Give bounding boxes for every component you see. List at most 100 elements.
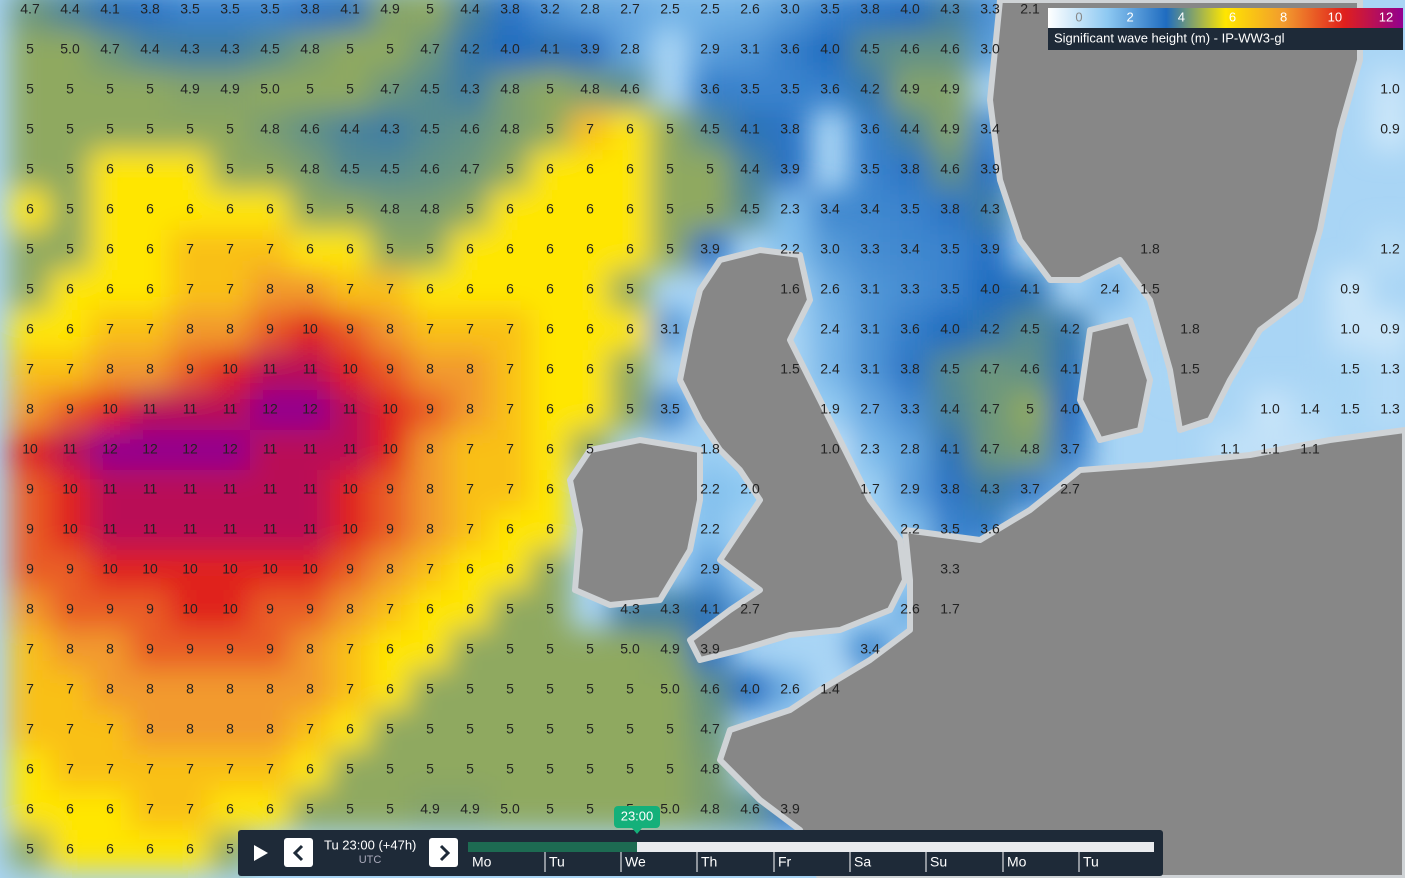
wave-label: 5 <box>466 201 474 217</box>
wave-cell <box>250 790 290 830</box>
wave-label: 2.6 <box>900 601 920 617</box>
wave-label: 8 <box>386 321 394 337</box>
wave-label: 1.3 <box>1380 401 1400 417</box>
wave-label: 6 <box>426 601 434 617</box>
wave-cell <box>10 470 50 510</box>
wave-label: 4.0 <box>820 41 840 57</box>
wave-label: 1.5 <box>1340 401 1360 417</box>
wave-cell <box>250 750 290 790</box>
play-button[interactable] <box>254 845 268 861</box>
timeline-track[interactable] <box>468 842 1154 852</box>
wave-cell <box>530 670 570 710</box>
wave-label: 5 <box>546 641 554 657</box>
wave-label: 7 <box>226 241 234 257</box>
wave-label: 3.7 <box>1020 481 1040 497</box>
wave-label: 3.5 <box>940 241 960 257</box>
wave-cell <box>610 670 650 710</box>
legend-tick: 10 <box>1328 9 1342 24</box>
wave-cell <box>170 150 210 190</box>
wave-label: 4.6 <box>940 41 960 57</box>
wave-cell <box>930 350 970 390</box>
wave-label: 3.4 <box>860 201 880 217</box>
wave-label: 5 <box>66 241 74 257</box>
wave-cell <box>490 750 530 790</box>
wave-label: 4.9 <box>420 801 440 817</box>
wave-cell <box>650 310 690 350</box>
wave-label: 4.6 <box>740 801 760 817</box>
wave-cell <box>850 390 890 430</box>
wave-label: 10 <box>342 481 358 497</box>
wave-cell <box>90 310 130 350</box>
marker-bubble[interactable] <box>614 806 660 828</box>
wave-label: 2.2 <box>900 521 920 537</box>
prev-button[interactable] <box>284 838 313 867</box>
wave-cell <box>130 590 170 630</box>
wave-label: 3.5 <box>740 81 760 97</box>
wave-label: 9 <box>386 361 394 377</box>
wave-label: 4.8 <box>1020 441 1040 457</box>
wave-cell <box>250 710 290 750</box>
wave-cell <box>50 30 90 70</box>
wave-cell <box>450 270 490 310</box>
wave-cell <box>170 310 210 350</box>
wave-cell <box>530 470 570 510</box>
wave-label: 6 <box>546 161 554 177</box>
wave-label: 1.0 <box>1340 321 1360 337</box>
wave-label: 4.9 <box>660 641 680 657</box>
wave-cell <box>10 550 50 590</box>
wave-cell <box>690 0 730 30</box>
wave-cell <box>570 750 610 790</box>
wave-cell <box>130 190 170 230</box>
wave-label: 8 <box>306 281 314 297</box>
wave-label: 6 <box>26 201 34 217</box>
wave-cell <box>570 790 610 830</box>
wave-label: 8 <box>266 681 274 697</box>
wave-label: 3.8 <box>140 1 160 17</box>
wave-label: 4.8 <box>420 201 440 217</box>
wave-cell <box>410 270 450 310</box>
wave-cell <box>90 550 130 590</box>
wave-label: 5 <box>506 681 514 697</box>
wave-label: 3.4 <box>820 201 840 217</box>
wave-label: 2.8 <box>620 41 640 57</box>
wave-label: 3.0 <box>820 241 840 257</box>
wave-label: 4.5 <box>1020 321 1040 337</box>
wave-label: 5 <box>426 721 434 737</box>
wave-cell <box>370 710 410 750</box>
wave-cell <box>50 70 90 110</box>
wave-cell <box>1330 350 1370 390</box>
wave-label: 4.6 <box>700 681 720 697</box>
wave-label: 7 <box>146 321 154 337</box>
wave-label: 2.9 <box>700 41 720 57</box>
wave-label: 3.9 <box>700 641 720 657</box>
wave-cell <box>890 150 930 190</box>
wave-cell <box>250 390 290 430</box>
wave-cell <box>250 550 290 590</box>
wave-cell <box>450 310 490 350</box>
wave-cell <box>330 510 370 550</box>
wave-label: 9 <box>66 561 74 577</box>
wave-cell <box>50 630 90 670</box>
wave-label: 11 <box>143 481 158 497</box>
wave-cell <box>650 750 690 790</box>
wave-label: 9 <box>266 601 274 617</box>
wave-label: 5.0 <box>260 81 280 97</box>
wave-label: 5 <box>66 201 74 217</box>
wave-label: 3.6 <box>780 41 800 57</box>
wave-cell <box>690 30 730 70</box>
wave-label: 4.0 <box>980 281 1000 297</box>
next-button[interactable] <box>429 838 458 867</box>
wave-label: 5 <box>586 801 594 817</box>
wave-cell <box>570 390 610 430</box>
wave-cell <box>450 390 490 430</box>
wave-cell <box>490 430 530 470</box>
wave-cell <box>290 70 330 110</box>
wave-cell <box>250 230 290 270</box>
wave-cell <box>1330 270 1370 310</box>
wave-label: 4.6 <box>460 121 480 137</box>
wave-cell <box>930 0 970 30</box>
wave-cell <box>130 30 170 70</box>
wave-cell <box>370 30 410 70</box>
wave-label: 5 <box>546 721 554 737</box>
wave-label: 7 <box>266 241 274 257</box>
